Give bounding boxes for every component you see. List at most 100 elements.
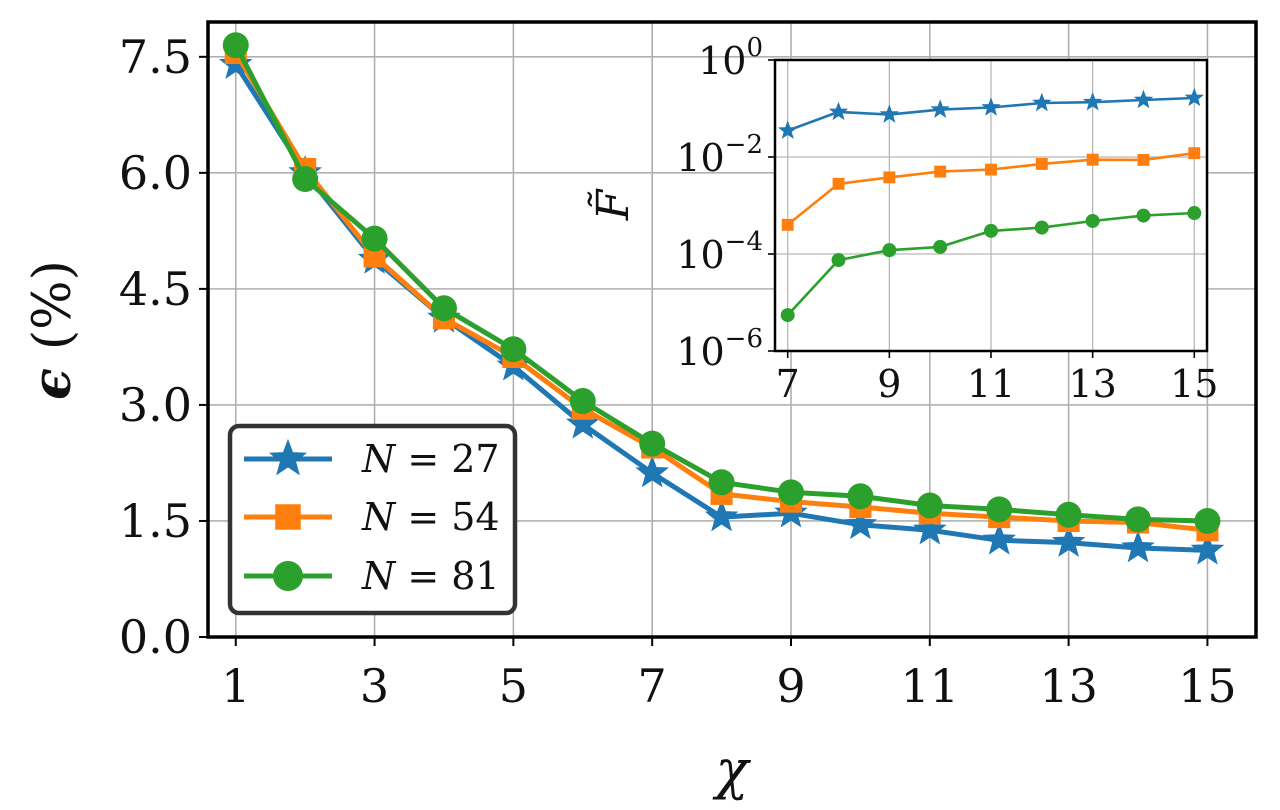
main-data-point — [430, 295, 457, 322]
legend-label-eq: = — [395, 437, 451, 481]
main-data-point — [1194, 507, 1221, 534]
inset-data-point — [985, 163, 997, 176]
main-y-tick-label: 7.5 — [119, 30, 192, 84]
inset-data-point — [1188, 147, 1201, 160]
inset-data-point — [1032, 92, 1052, 112]
inset-data-point — [778, 120, 798, 139]
main-data-point — [363, 245, 386, 268]
legend-entry-1: N = 54 — [244, 495, 500, 539]
main-data-point — [704, 499, 739, 532]
inset-data-point — [1086, 153, 1099, 166]
main-x-tick-label: 13 — [1039, 659, 1098, 713]
legend-label-value: 27 — [451, 437, 499, 481]
legend-label: N = 81 — [361, 554, 500, 598]
legend-label-eq: = — [395, 554, 451, 598]
inset-data-point — [984, 223, 998, 238]
main-data-point — [222, 32, 249, 59]
inset-data-point — [1082, 92, 1103, 111]
inset-data-point — [832, 177, 845, 190]
inset-data-point — [933, 239, 948, 254]
inset-data-point — [1034, 220, 1049, 235]
legend-marker — [268, 438, 308, 476]
inset-y-tick-label: 10−4 — [676, 227, 763, 277]
legend-label: N = 54 — [361, 495, 500, 539]
legend-marker — [273, 561, 303, 591]
legend-entry-2: N = 81 — [244, 554, 500, 598]
main-data-point — [635, 455, 669, 488]
legend-box — [227, 423, 518, 616]
legend-entry-0: N = 27 — [244, 437, 500, 481]
main-x-tick-label: 3 — [360, 659, 389, 713]
inset-y-tick-base: 10 — [676, 330, 724, 374]
inset-y-tick-exponent: −4 — [725, 227, 763, 257]
inset-y-tick-base: 10 — [698, 39, 746, 83]
main-y-axis-symbol: ϵ — [22, 350, 83, 400]
inset-data-point — [831, 253, 846, 268]
inset-x-tick-label: 11 — [967, 362, 1015, 406]
inset-x-tick-label: 15 — [1170, 362, 1218, 406]
main-x-tick-label: 9 — [776, 659, 805, 713]
inset-series-2 — [780, 206, 1202, 323]
main-y-axis-unit: (%) — [23, 260, 83, 350]
main-data-point — [569, 388, 596, 415]
inset-data-point — [780, 308, 795, 323]
inset-y-tick-base: 10 — [676, 136, 724, 180]
legend-label: N = 27 — [361, 437, 500, 481]
main-data-point — [565, 406, 600, 439]
main-axes-frame — [206, 20, 1258, 639]
inset-series-0 — [778, 87, 1204, 139]
inset-data-point — [828, 101, 849, 121]
main-data-point — [500, 336, 527, 363]
inset-data-point — [981, 97, 1001, 116]
main-x-tick-label: 5 — [499, 659, 528, 713]
legend-label-value: 81 — [451, 554, 499, 598]
inset-y-tick-label: 100 — [698, 33, 763, 83]
main-y-tick-label: 6.0 — [119, 146, 192, 200]
main-data-point — [843, 507, 878, 540]
main-x-tick-label: 11 — [901, 659, 960, 713]
inset-y-tick-label: 10−2 — [676, 130, 763, 180]
inset-y-tick-label: 10−6 — [676, 324, 763, 374]
main-data-point — [912, 512, 947, 545]
main-y-tick-label: 1.5 — [119, 494, 192, 548]
inset-x-tick-label: 7 — [776, 362, 800, 406]
main-data-point — [361, 225, 388, 252]
inset-x-tick-label: 9 — [877, 362, 901, 406]
main-plot: 1 3 5 7 9 11 13 150.01.53.04.56.07.5χϵ (%) — [22, 20, 1258, 801]
main-data-point — [1051, 524, 1086, 557]
main-data-point — [916, 492, 943, 519]
inset-data-point — [930, 99, 950, 118]
inset-data-point — [934, 165, 947, 178]
main-series-2 — [222, 32, 1221, 534]
inset-data-point — [1035, 157, 1048, 170]
inset-series-1 — [781, 147, 1201, 231]
inset-data-point — [1184, 87, 1204, 107]
inset-data-point — [879, 104, 900, 123]
main-y-tick-label: 4.5 — [119, 262, 192, 316]
main-data-point — [292, 166, 319, 193]
inset-y-tick-exponent: 0 — [746, 33, 763, 63]
main-data-point — [1121, 530, 1155, 563]
inset-y-tick-exponent: −6 — [725, 324, 763, 354]
inset-data-point — [1187, 206, 1202, 221]
main-data-point — [982, 522, 1017, 555]
inset-y-tick-exponent: −2 — [725, 130, 763, 160]
main-data-point — [1190, 532, 1225, 565]
legend-label-var: N — [361, 437, 397, 481]
inset-data-point — [882, 243, 897, 258]
legend-marker — [275, 504, 301, 530]
main-data-point — [1125, 506, 1152, 533]
legend-label-var: N — [361, 554, 397, 598]
main-data-point — [708, 469, 735, 496]
inset-data-point — [1136, 208, 1151, 223]
main-data-point — [1055, 501, 1082, 528]
inset-x-tick-label: 13 — [1068, 362, 1116, 406]
main-y-axis-label: ϵ (%) — [22, 260, 83, 400]
main-x-tick-label: 1 — [221, 659, 250, 713]
inset-y-axis-label: F̃ — [586, 188, 639, 221]
inset-data-point — [1137, 153, 1150, 166]
legend: N = 27 N = 54 N = 81 — [227, 423, 518, 616]
main-y-tick-label: 0.0 — [119, 610, 192, 664]
inset-data-point — [1133, 89, 1154, 109]
inset-data-point — [883, 171, 896, 184]
